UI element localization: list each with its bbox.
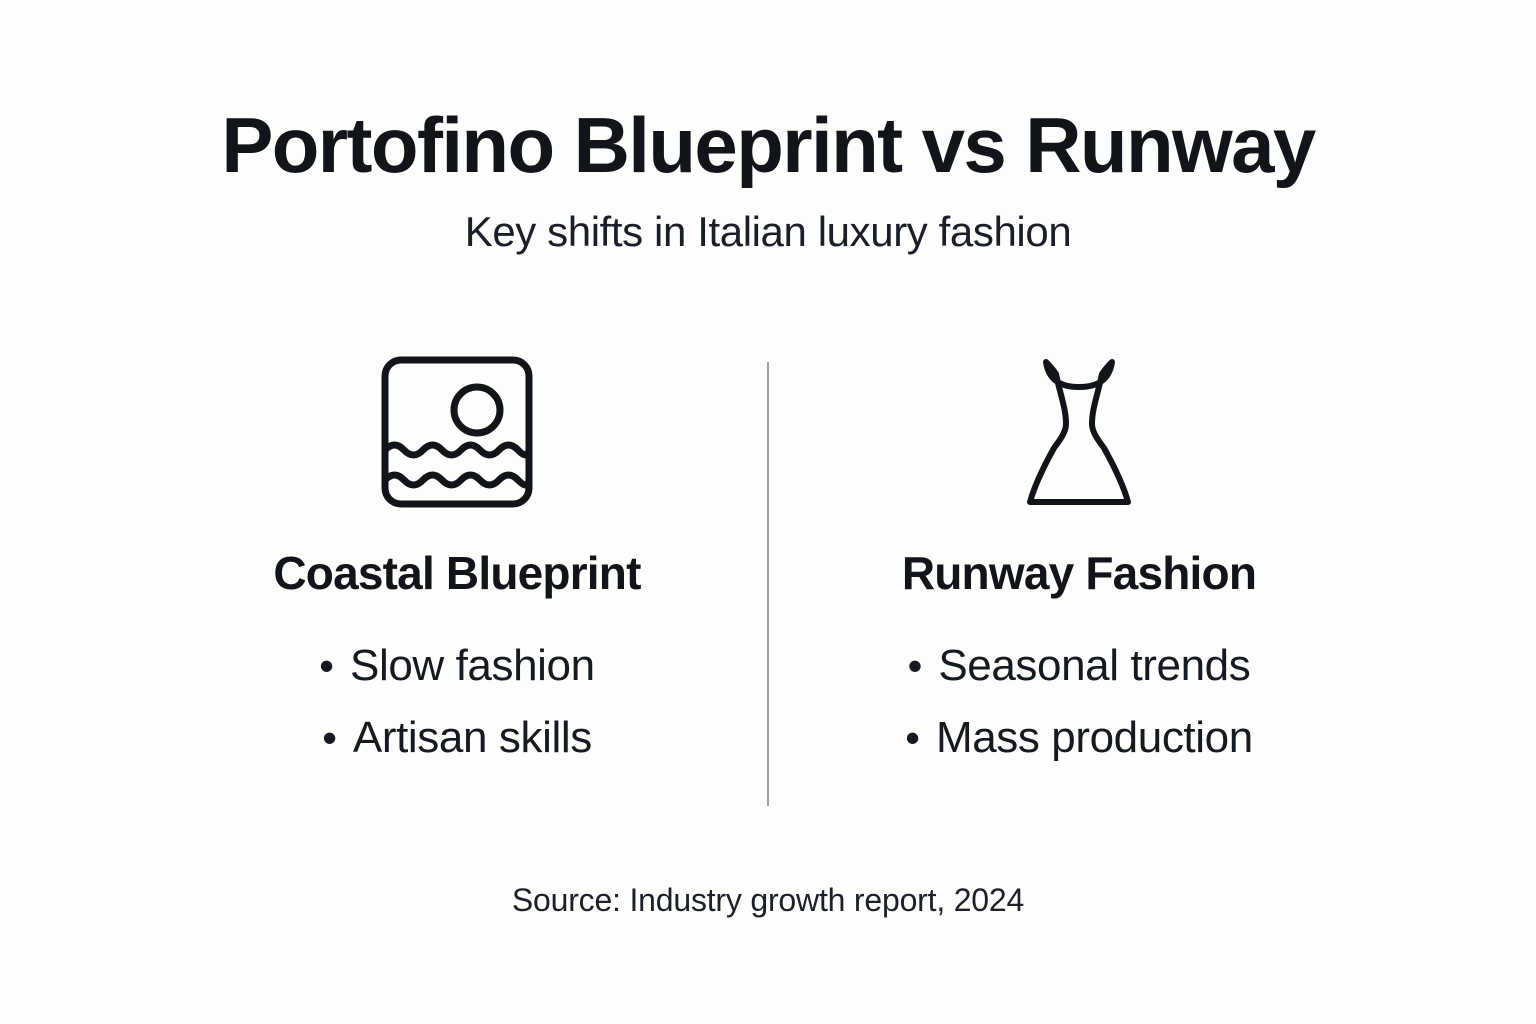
bullet-label: Seasonal trends [938, 640, 1251, 690]
list-item: • Seasonal trends [908, 641, 1251, 692]
comparison-columns: Coastal Blueprint • Slow fashion • Artis… [0, 352, 1536, 822]
column-runway-fashion: Runway Fashion • Seasonal trends • Mass … [799, 352, 1359, 764]
bullet-dot-icon: • [907, 641, 923, 689]
list-item: • Mass production [905, 713, 1253, 764]
bullet-list-coastal: • Slow fashion • Artisan skills [319, 640, 595, 764]
bullet-list-runway: • Seasonal trends • Mass production [905, 641, 1253, 764]
column-coastal-blueprint: Coastal Blueprint • Slow fashion • Artis… [177, 352, 737, 764]
column-heading-runway: Runway Fashion [901, 547, 1257, 599]
page-title: Portofino Blueprint vs Runway [221, 101, 1316, 189]
bullet-label: Mass production [935, 713, 1253, 763]
bullet-label: Slow fashion [350, 640, 595, 690]
coastal-seascape-icon [381, 356, 533, 508]
bullet-dot-icon: • [322, 714, 337, 762]
dress-icon-wrap [1018, 352, 1140, 512]
list-item: • Slow fashion [319, 640, 595, 692]
bullet-label: Artisan skills [352, 713, 592, 763]
dress-icon [1027, 359, 1131, 505]
bullet-dot-icon: • [905, 714, 920, 762]
page-subtitle: Key shifts in Italian luxury fashion [464, 207, 1072, 255]
slide-header: Portofino Blueprint vs Runway Key shifts… [0, 104, 1536, 255]
column-heading-coastal: Coastal Blueprint [273, 547, 641, 599]
bullet-dot-icon: • [319, 641, 335, 689]
list-item: • Artisan skills [322, 713, 592, 764]
coastal-icon-wrap [379, 352, 535, 512]
column-divider [767, 362, 769, 806]
source-note: Source: Industry growth report, 2024 [511, 882, 1025, 918]
